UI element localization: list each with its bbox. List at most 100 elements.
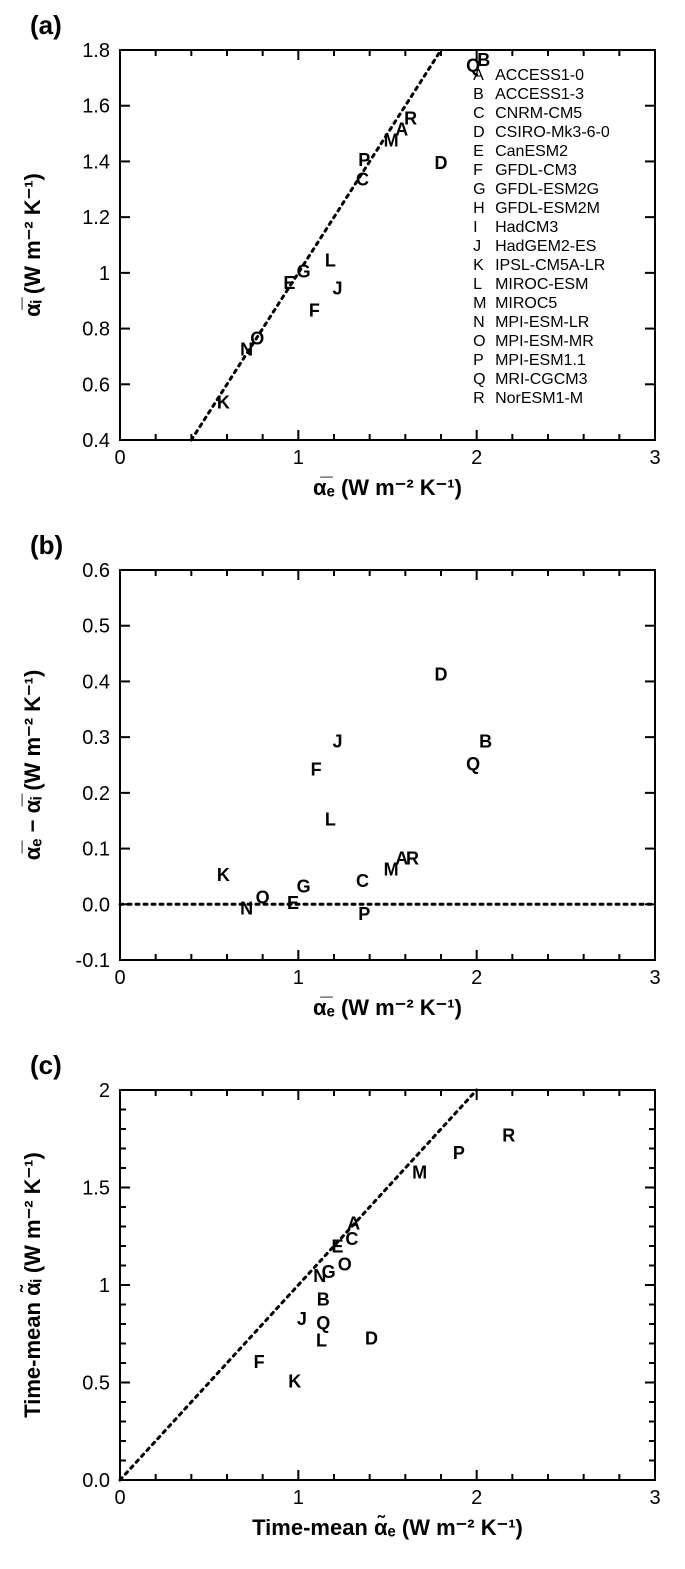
ytick-label: 1 xyxy=(99,263,110,285)
legend-key-K: K xyxy=(473,257,484,274)
ytick-label: 2 xyxy=(99,1080,110,1102)
data-point-Q: Q xyxy=(466,754,480,774)
legend-key-Q: Q xyxy=(473,371,485,388)
data-point-D: D xyxy=(365,1328,378,1348)
legend-name-R: NorESM1-M xyxy=(495,390,583,407)
data-point-C: C xyxy=(356,871,369,891)
ytick-label: 1 xyxy=(99,1275,110,1297)
panel-label-a: (a) xyxy=(30,10,62,41)
x-axis-title: α̅ₑ (W m⁻² K⁻¹) xyxy=(313,995,462,1020)
chart-b: 0123-0.10.00.10.20.30.40.50.6ABCDEFGJKLM… xyxy=(0,520,685,1040)
data-point-K: K xyxy=(217,865,230,885)
data-point-L: L xyxy=(325,809,336,829)
data-point-O: O xyxy=(338,1254,352,1274)
legend-key-B: B xyxy=(473,86,484,103)
legend-name-K: IPSL-CM5A-LR xyxy=(495,257,605,274)
ytick-label: 0.8 xyxy=(82,319,110,341)
data-point-C: C xyxy=(356,170,369,190)
xtick-label: 0 xyxy=(114,1487,125,1509)
y-axis-title: α̅ᵢ (W m⁻² K⁻¹) xyxy=(20,173,45,317)
plot-border xyxy=(120,570,655,960)
legend-key-P: P xyxy=(473,352,484,369)
data-point-D: D xyxy=(435,153,448,173)
xtick-label: 1 xyxy=(293,967,304,989)
data-point-M: M xyxy=(412,1163,427,1183)
data-point-J: J xyxy=(333,731,343,751)
legend-name-L: MIROC-ESM xyxy=(495,276,588,293)
plot-border xyxy=(120,1090,655,1480)
data-point-E: E xyxy=(283,273,295,293)
ytick-label: 0.0 xyxy=(82,1470,110,1492)
legend-key-M: M xyxy=(473,295,486,312)
legend-key-L: L xyxy=(473,276,482,293)
legend-name-O: MPI-ESM-MR xyxy=(495,333,594,350)
ytick-label: 0.6 xyxy=(82,560,110,582)
legend-key-C: C xyxy=(473,105,485,122)
data-point-G: G xyxy=(297,876,311,896)
data-point-C: C xyxy=(345,1229,358,1249)
y-axis-title: Time-mean α̃ᵢ (W m⁻² K⁻¹) xyxy=(20,1152,45,1418)
legend-key-I: I xyxy=(473,219,477,236)
data-point-N: N xyxy=(240,899,253,919)
ytick-label: 0.4 xyxy=(82,671,110,693)
data-point-M: M xyxy=(384,131,399,151)
ytick-label: 0.0 xyxy=(82,894,110,916)
reference-line xyxy=(120,1090,477,1480)
legend-name-A: ACCESS1-0 xyxy=(495,67,584,84)
data-point-F: F xyxy=(309,301,320,321)
ytick-label: 1.8 xyxy=(82,40,110,62)
data-point-P: P xyxy=(358,150,370,170)
legend-key-O: O xyxy=(473,333,485,350)
xtick-label: 2 xyxy=(471,447,482,469)
data-point-P: P xyxy=(453,1143,465,1163)
ytick-label: 0.5 xyxy=(82,1373,110,1395)
ytick-label: 0.3 xyxy=(82,727,110,749)
ytick-label: 0.4 xyxy=(82,430,110,452)
panel-label-b: (b) xyxy=(30,530,63,561)
legend-key-N: N xyxy=(473,314,485,331)
legend-key-J: J xyxy=(473,238,481,255)
legend-name-N: MPI-ESM-LR xyxy=(495,314,589,331)
legend-name-E: CanESM2 xyxy=(495,143,568,160)
ytick-label: 1.4 xyxy=(82,151,110,173)
legend-name-D: CSIRO-Mk3-6-0 xyxy=(495,124,610,141)
chart-a: 01230.40.60.811.21.41.61.8ABCDEFGJKLMNOP… xyxy=(0,0,685,520)
y-axis-title: α̅ₑ − α̅ᵢ (W m⁻² K⁻¹) xyxy=(20,670,45,861)
xtick-label: 0 xyxy=(114,967,125,989)
ytick-label: 1.6 xyxy=(82,96,110,118)
legend-key-H: H xyxy=(473,200,485,217)
chart-c: 01230.00.511.52ABCDEFGJKLMNOPQRTime-mean… xyxy=(0,1040,685,1560)
legend-name-Q: MRI-CGCM3 xyxy=(495,371,588,388)
data-point-F: F xyxy=(311,759,322,779)
legend-key-A: A xyxy=(473,67,484,84)
data-point-B: B xyxy=(317,1289,330,1309)
data-point-G: G xyxy=(297,262,311,282)
xtick-label: 0 xyxy=(114,447,125,469)
data-point-L: L xyxy=(316,1330,327,1350)
legend-key-G: G xyxy=(473,181,485,198)
legend-name-B: ACCESS1-3 xyxy=(495,86,584,103)
ytick-label: 0.1 xyxy=(82,839,110,861)
legend-name-M: MIROC5 xyxy=(495,295,557,312)
figure-container: { "global": { "width_px": 685, "panel_he… xyxy=(0,0,685,1560)
data-point-Q: Q xyxy=(316,1313,330,1333)
ytick-label: 1.5 xyxy=(82,1178,110,1200)
legend-name-I: HadCM3 xyxy=(495,219,558,236)
xtick-label: 3 xyxy=(649,967,660,989)
xtick-label: 1 xyxy=(293,1487,304,1509)
data-point-L: L xyxy=(325,250,336,270)
legend-name-H: GFDL-ESM2M xyxy=(495,200,600,217)
data-point-P: P xyxy=(358,904,370,924)
xtick-label: 2 xyxy=(471,1487,482,1509)
data-point-F: F xyxy=(254,1352,265,1372)
legend-name-P: MPI-ESM1.1 xyxy=(495,352,586,369)
x-axis-title: Time-mean α̃ₑ (W m⁻² K⁻¹) xyxy=(252,1515,523,1540)
x-axis-title: α̅ₑ (W m⁻² K⁻¹) xyxy=(313,475,462,500)
data-point-O: O xyxy=(250,328,264,348)
ytick-label: 0.5 xyxy=(82,616,110,638)
legend-key-F: F xyxy=(473,162,483,179)
data-point-J: J xyxy=(297,1309,307,1329)
ytick-label: 1.2 xyxy=(82,207,110,229)
data-point-O: O xyxy=(256,887,270,907)
legend-key-R: R xyxy=(473,390,485,407)
